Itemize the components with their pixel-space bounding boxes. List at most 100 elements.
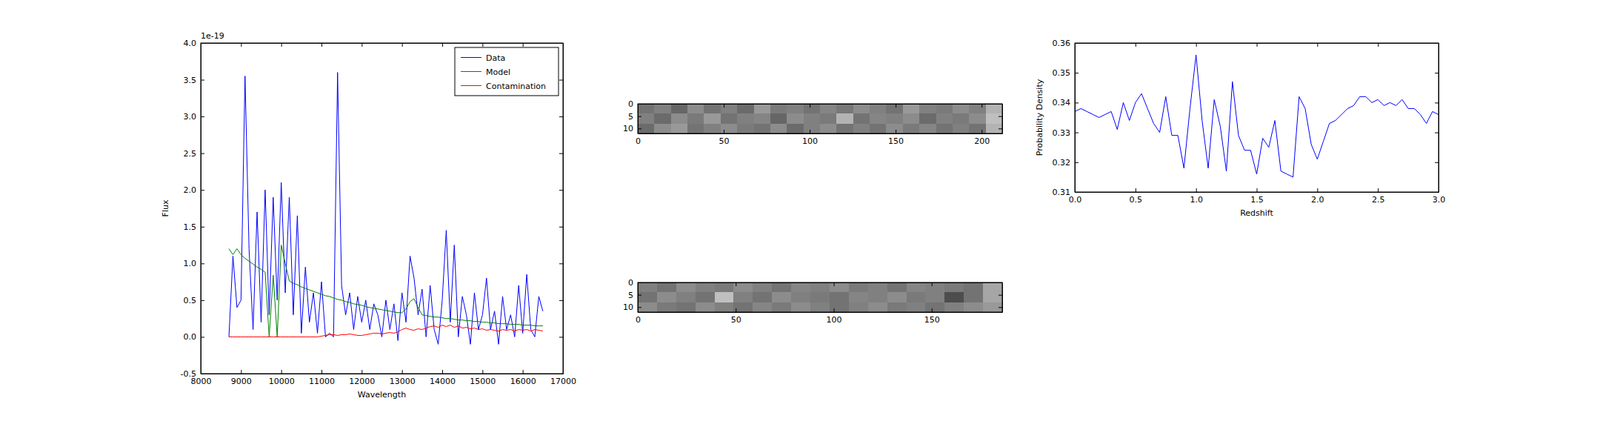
legend-label: Data	[485, 53, 506, 63]
x-tick: 13000	[389, 369, 416, 386]
y-tick-mark	[637, 128, 642, 129]
x-tick: 100	[826, 308, 843, 325]
heatmap-cell	[820, 103, 838, 115]
x-top-tick-mark	[981, 103, 983, 108]
y-right-tick	[998, 103, 1003, 105]
heatmap-cell	[985, 123, 1003, 134]
x-top-axis	[638, 103, 1003, 108]
y-tick: 10	[622, 123, 642, 134]
legend-label: Contamination	[485, 81, 546, 92]
heatmap-cell	[770, 103, 788, 115]
x-top-tick	[637, 282, 639, 286]
heatmap-cell	[963, 302, 983, 312]
y-tick-label: 2.0	[183, 185, 198, 195]
y-tick: 5	[628, 290, 642, 300]
heatmap-cell	[803, 123, 821, 134]
y-right-tick-mark	[998, 116, 1003, 118]
y-right-tick-mark	[559, 226, 563, 228]
data-line	[228, 245, 543, 338]
y-right-tick	[998, 116, 1003, 118]
heatmap-cell	[786, 113, 804, 124]
x-tick-mark	[321, 369, 323, 374]
y-right-tick-mark	[1434, 132, 1439, 134]
heatmap-cell	[752, 302, 772, 312]
heatmap-cell	[637, 123, 655, 134]
y-right-tick-mark	[998, 282, 1003, 283]
x-tick-label: 1.0	[1189, 194, 1203, 205]
chart-line: 0.00.51.01.52.02.53.00.310.320.330.340.3…	[1034, 38, 1446, 218]
y-tick: 0.36	[1052, 38, 1080, 49]
x-top-tick-mark	[1135, 42, 1137, 47]
heatmap-cell	[885, 103, 903, 115]
plot-marks	[637, 282, 1003, 312]
x-tick: 200	[974, 129, 990, 146]
heatmap-cell	[853, 123, 871, 134]
x-tick-label: 0	[635, 314, 641, 325]
x-tick-label: 14000	[429, 376, 456, 386]
heatmap-cell	[720, 113, 738, 124]
x-tick-mark	[482, 369, 483, 374]
heatmap-cell	[657, 302, 677, 312]
heatmap-cell	[902, 123, 920, 134]
plot-frame	[637, 103, 1003, 134]
heatmap-cell	[936, 103, 954, 115]
heatmap-cell	[944, 291, 964, 303]
heatmap-cell	[771, 291, 792, 303]
y-tick-label: 0	[628, 277, 634, 288]
y-axis-title: Flux	[160, 199, 171, 217]
y-right-tick-mark	[1434, 162, 1439, 163]
y-right-tick	[1434, 102, 1439, 103]
heatmap-cell	[868, 302, 888, 312]
y-tick: 0.32	[1052, 157, 1080, 168]
x-axis: 050100150	[635, 308, 1003, 325]
heatmap-cell	[703, 103, 721, 115]
y-tick: 1.0	[183, 258, 206, 269]
heatmap-cell	[714, 291, 735, 303]
y-right-tick-mark	[559, 116, 563, 118]
x-top-tick	[723, 103, 725, 108]
y-right-tick	[1434, 162, 1439, 163]
x-axis: 050100150200	[635, 129, 1003, 146]
heatmap-cell	[885, 123, 903, 134]
x-tick-label: 2.5	[1371, 194, 1386, 205]
heatmap-cell	[687, 103, 705, 115]
x-tick-label: 0.5	[1129, 194, 1143, 205]
x-top-tick	[1377, 42, 1379, 47]
axis-offset-label: 1e-19	[200, 31, 225, 41]
heatmap-cell	[803, 103, 821, 115]
x-top-tick-mark	[200, 42, 202, 47]
x-tick-label: 16000	[510, 376, 537, 386]
y-tick: 5	[628, 111, 642, 122]
x-top-tick	[1317, 42, 1318, 47]
heatmap-cell	[733, 302, 753, 312]
heatmap-cell	[676, 291, 696, 303]
x-axis-title: Redshift	[1240, 208, 1274, 218]
x-axis: 0.00.51.01.52.02.53.0	[1068, 188, 1446, 205]
x-top-tick	[809, 103, 811, 108]
x-tick-mark	[931, 308, 933, 312]
heatmap-cell	[733, 282, 753, 293]
heatmap-cell	[714, 282, 735, 293]
x-tick-label: 2.0	[1311, 194, 1325, 205]
x-tick: 2.0	[1311, 188, 1325, 205]
y-tick-mark	[200, 226, 205, 228]
heatmap-cell	[687, 123, 705, 134]
heatmap-cell	[671, 103, 689, 115]
x-top-tick	[1074, 42, 1076, 47]
x-top-tick-mark	[281, 42, 283, 47]
heatmap-cell	[925, 282, 945, 293]
legend-swatch	[460, 85, 482, 86]
x-top-tick	[735, 282, 737, 286]
x-tick-mark	[1196, 188, 1198, 192]
y-right-tick	[559, 336, 563, 338]
y-tick-label: 0.35	[1052, 68, 1072, 78]
y-right-axis	[998, 282, 1003, 313]
x-top-tick-mark	[442, 42, 443, 47]
heatmap-cell	[868, 291, 888, 303]
y-right-axis	[998, 104, 1003, 135]
x-tick-label: 11000	[308, 376, 335, 386]
chart-line: 8000900010000110001200013000140001500016…	[160, 31, 577, 400]
plot-marks	[228, 72, 543, 345]
x-top-tick	[1135, 42, 1137, 47]
heatmap-cell	[952, 103, 970, 115]
